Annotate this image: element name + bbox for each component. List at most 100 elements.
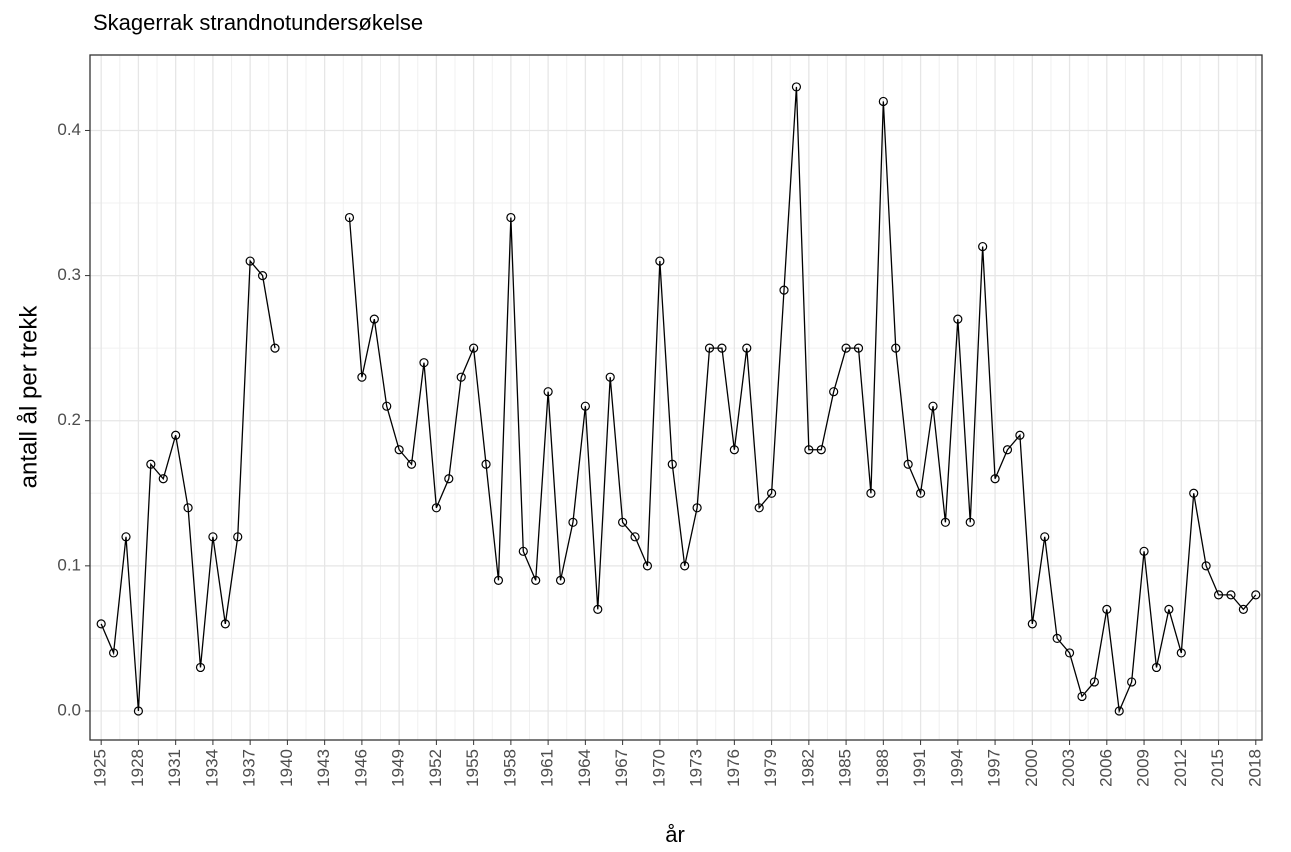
y-tick-label: 0.3 [57,265,81,284]
point [655,256,665,266]
y-tick-label: 0.4 [57,120,81,139]
point [1151,662,1162,673]
point [233,532,243,542]
x-tick-label: 1934 [202,749,221,787]
point [444,474,454,484]
point [1127,677,1137,687]
x-axis-title: år [665,822,685,847]
plot-border [89,54,1263,741]
point [1040,532,1050,542]
point [431,503,441,513]
point [493,575,504,585]
point [506,212,516,223]
x-tick-label: 1967 [612,749,631,787]
x-tick-label: 1931 [165,749,184,787]
x-tick-label: 2012 [1171,749,1190,787]
point [965,517,975,527]
point [195,662,206,673]
point [692,503,702,513]
point [183,503,193,513]
x-tick-label: 2003 [1059,749,1078,787]
point [618,517,628,527]
point [1251,590,1261,600]
point [829,387,839,397]
point [543,387,553,397]
point [766,488,777,498]
x-tick-label: 1985 [836,749,855,787]
point [531,575,541,585]
point [257,270,268,281]
point [344,212,355,223]
point [1102,604,1112,614]
point [605,372,615,382]
line [100,86,1257,714]
point [1226,590,1236,600]
x-tick-label: 1973 [687,749,706,787]
x-tick-label: 1997 [985,749,1004,787]
point [481,459,491,469]
point [630,532,640,542]
x-tick-label: 1988 [873,749,892,787]
y-tick-label: 0.0 [57,700,81,719]
x-tick-label: 1928 [128,749,147,787]
x-tick-label: 1943 [314,749,333,787]
point [1189,488,1199,498]
point [1077,691,1087,702]
point [841,343,851,353]
point [1089,677,1099,687]
x-tick-label: 1949 [389,749,408,787]
point [791,82,802,92]
point [406,459,417,469]
point [1238,604,1248,614]
point [928,401,938,411]
point [1201,561,1211,571]
x-tick-label: 1982 [798,749,817,787]
x-tick-label: 2009 [1134,749,1153,787]
point [853,343,864,353]
point [1213,590,1224,600]
point [729,445,739,455]
point [419,358,429,368]
point [891,343,901,353]
point [754,503,764,513]
point [121,532,131,542]
point [357,372,367,382]
point [96,619,106,629]
point [1052,633,1062,644]
point [1164,604,1174,614]
point [1027,619,1037,629]
point [394,445,404,455]
point [642,561,653,571]
point [382,401,392,411]
x-tick-label: 1976 [724,749,743,787]
point [108,648,119,658]
x-tick-label: 1946 [351,749,370,787]
x-tick-label: 1964 [575,749,594,787]
point [1015,430,1025,440]
x-tick-label: 2000 [1022,749,1041,787]
point [978,241,988,252]
plot-background [90,55,1262,740]
point [742,343,752,353]
point [704,343,715,353]
point [171,430,181,440]
point [816,445,826,455]
x-tick-label: 2015 [1208,749,1227,787]
point [667,459,677,469]
x-tick-label: 1994 [947,749,966,787]
point [1176,648,1186,658]
y-tick-label: 0.2 [57,410,81,429]
point [804,445,814,455]
x-tick-label: 1937 [240,749,259,787]
x-tick-label: 1979 [761,749,780,787]
x-tick-label: 1940 [277,749,296,787]
x-tick-label: 2006 [1096,749,1115,787]
point [580,401,590,411]
point [779,285,789,295]
point [146,459,156,469]
point [1114,706,1124,716]
point [953,314,963,324]
x-tick-label: 2018 [1245,749,1264,787]
point [456,372,466,382]
